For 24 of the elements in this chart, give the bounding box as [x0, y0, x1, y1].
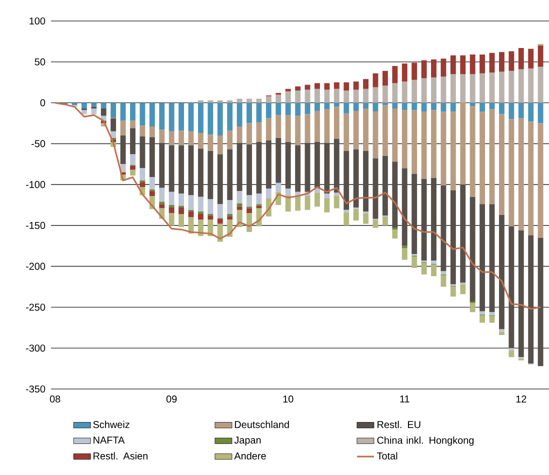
y-tick-label: -350 [26, 385, 46, 393]
x-tick-label: 11 [400, 396, 410, 402]
x-tick-label: 08 [50, 396, 60, 403]
x-tick-label: 10 [283, 396, 294, 403]
legend-label: Restl. Asien [94, 452, 148, 460]
y-tick-label: -200 [26, 262, 46, 270]
y-tick-label: -50 [32, 140, 46, 148]
x-tick-label: 09 [166, 396, 177, 403]
legend-label: Japan [234, 436, 261, 446]
y-tick-label: -150 [26, 222, 46, 229]
legend-label: NAFTA [94, 436, 125, 444]
y-tick-label: 50 [34, 58, 46, 66]
y-tick-label: -100 [26, 181, 46, 188]
y-tick-label: 0 [40, 99, 46, 106]
legend-label: Andere [234, 452, 266, 460]
legend-label: Total [376, 452, 398, 460]
y-tick-label: -300 [26, 344, 46, 352]
legend-label: Schweiz [93, 420, 130, 428]
legend-label: China inkl. Hongkong [377, 436, 474, 446]
legend-label: Restl. EU [378, 420, 420, 428]
legend-label: Deutschland [234, 420, 289, 428]
y-tick-label: -250 [26, 304, 46, 311]
y-tick-label: 100 [30, 17, 46, 25]
x-tick-label: 12 [516, 396, 526, 402]
